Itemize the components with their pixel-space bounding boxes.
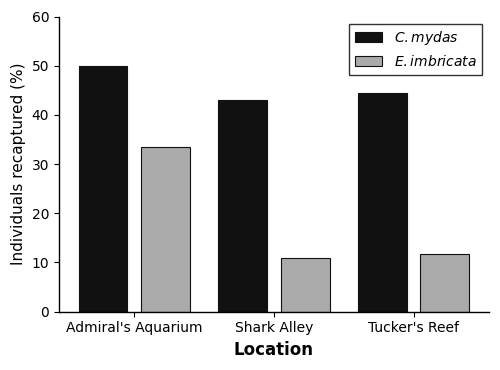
Y-axis label: Individuals recaptured (%): Individuals recaptured (%) <box>11 63 26 265</box>
Bar <box>218 100 267 312</box>
Bar <box>420 254 470 312</box>
Bar <box>358 93 406 312</box>
Legend: $\it{C. mydas}$, $\it{E. imbricata}$: $\it{C. mydas}$, $\it{E. imbricata}$ <box>349 24 482 75</box>
Bar <box>281 258 330 312</box>
Bar <box>78 66 128 312</box>
X-axis label: Location: Location <box>234 341 314 359</box>
Bar <box>142 147 190 312</box>
